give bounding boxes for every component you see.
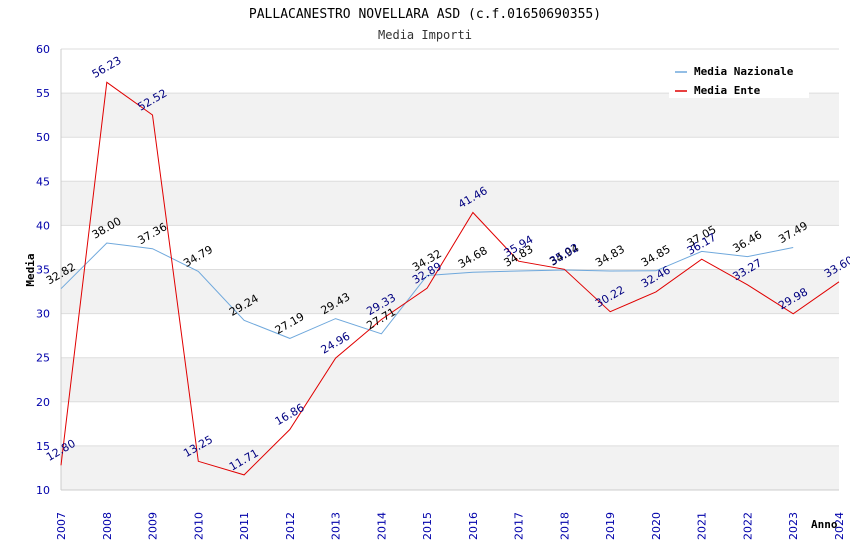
axes: [60, 49, 839, 491]
y-tick-label: 25: [36, 352, 50, 365]
plot-band: [61, 181, 839, 226]
x-tick-label: 2008: [101, 512, 114, 540]
y-tick-label: 45: [36, 175, 50, 188]
chart-title: PALLACANESTRO NOVELLARA ASD (c.f.0165069…: [249, 7, 601, 22]
legend-box: [669, 60, 809, 98]
series-lines: [60, 81, 840, 476]
legend-label-media-nazionale: Media Nazionale: [694, 65, 794, 78]
x-axis-label: Anno: [811, 518, 838, 531]
x-tick-label: 2022: [741, 512, 754, 540]
x-tick-label: 2013: [330, 512, 343, 540]
x-tick-label: 2016: [467, 512, 480, 540]
legend: Media Nazionale Media Ente: [669, 60, 809, 98]
plot-band: [61, 269, 839, 314]
y-tick-label: 35: [36, 264, 50, 277]
x-tick-label: 2017: [513, 512, 526, 540]
series-line-media-nazionale: [60, 242, 794, 339]
x-tick-label: 2018: [558, 512, 571, 540]
plot-background-bands: [61, 49, 839, 490]
y-tick-label: 60: [36, 43, 50, 56]
series-line-media-ente: [60, 81, 840, 476]
x-tick-label: 2009: [147, 512, 160, 540]
plot-band: [61, 225, 839, 270]
y-tick-label: 40: [36, 219, 50, 232]
plot-band: [61, 137, 839, 182]
x-tick-label: 2021: [696, 512, 709, 540]
y-tick-label: 50: [36, 131, 50, 144]
x-tick-label: 2020: [650, 512, 663, 540]
chart-subtitle: Media Importi: [378, 28, 472, 42]
y-tick-labels: 10 15 20 25 30 35 40 45 50 55 60: [36, 43, 50, 497]
x-tick-label: 2010: [192, 512, 205, 540]
x-tick-label: 2007: [55, 512, 68, 540]
y-tick-label: 20: [36, 396, 50, 409]
x-tick-label: 2019: [604, 512, 617, 540]
x-tick-label: 2015: [421, 512, 434, 540]
y-tick-label: 55: [36, 87, 50, 100]
x-tick-label: 2014: [375, 512, 388, 540]
y-tick-label: 10: [36, 484, 50, 497]
plot-band: [61, 313, 839, 358]
y-tick-label: 15: [36, 440, 50, 453]
x-tick-label: 2011: [238, 512, 251, 540]
x-tick-label: 2024: [833, 512, 846, 540]
plot-band: [61, 445, 839, 490]
plot-band: [61, 357, 839, 402]
x-tick-label: 2023: [787, 512, 800, 540]
y-axis-label: Media: [24, 253, 37, 286]
plot-band: [61, 401, 839, 446]
x-tick-labels: 2007 2008 2009 2010 2011 2012 2013 2014 2015 2016…: [55, 512, 846, 540]
plot-band: [61, 93, 839, 138]
x-tick-label: 2012: [284, 512, 297, 540]
legend-label-media-ente: Media Ente: [694, 84, 761, 97]
y-tick-label: 30: [36, 308, 50, 321]
